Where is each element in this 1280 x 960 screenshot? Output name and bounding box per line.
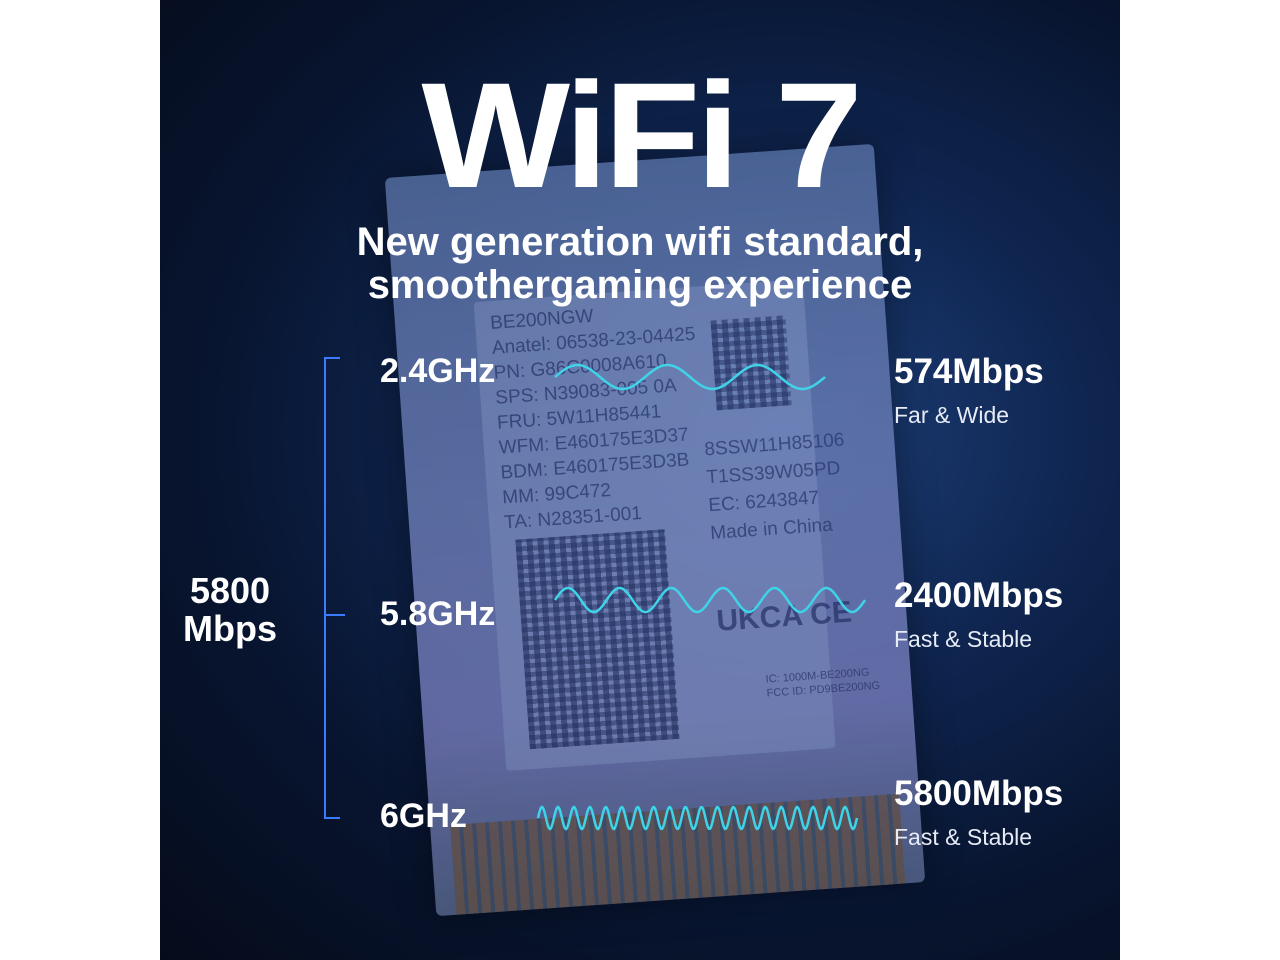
total-speed: 5800 Mbps xyxy=(170,572,290,648)
speed-2-4ghz: 574Mbps xyxy=(894,352,1044,391)
product-banner: BE200NGW Anatel: 06538-23-04425 PN: G86C… xyxy=(160,0,1120,960)
desc-2-4ghz: Far & Wide xyxy=(894,402,1010,428)
speed-6ghz: 5800Mbps xyxy=(894,774,1064,813)
bracket-line xyxy=(324,357,345,819)
desc-6ghz: Fast & Stable xyxy=(894,824,1033,850)
subtitle-line-1: New generation wifi standard, xyxy=(356,220,924,264)
subtitle-line-2: smoothergaming experience xyxy=(367,263,913,307)
total-speed-value: 5800 xyxy=(189,570,271,611)
main-title: WiFi 7 xyxy=(421,51,862,219)
speed-5-8ghz: 2400Mbps xyxy=(894,576,1064,615)
band-2-4ghz: 2.4GHz xyxy=(380,352,496,390)
wave-2-4ghz xyxy=(554,363,826,391)
wave-6ghz xyxy=(536,805,859,831)
band-6ghz: 6GHz xyxy=(380,797,467,835)
bands-graphic xyxy=(324,357,867,831)
band-5-8ghz: 5.8GHz xyxy=(380,595,496,633)
desc-5-8ghz: Fast & Stable xyxy=(894,626,1033,652)
wave-5-8ghz xyxy=(553,586,867,614)
total-speed-unit: Mbps xyxy=(183,608,277,649)
